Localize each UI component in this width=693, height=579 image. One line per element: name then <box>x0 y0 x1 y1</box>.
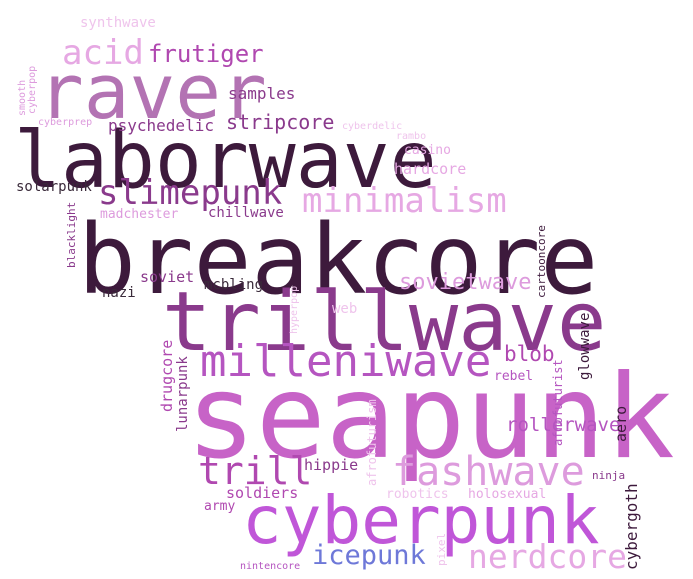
word-army: army <box>204 499 236 514</box>
word-cartooncore: cartooncore <box>535 225 548 298</box>
word-holosexual: holosexual <box>468 487 547 502</box>
word-cyberprep: cyberprep <box>38 117 93 128</box>
word-trillwave: trillwave <box>162 275 607 370</box>
word-casino: casino <box>404 143 451 158</box>
word-nazi: nazi <box>102 285 136 301</box>
word-glowwave: glowwave <box>577 312 593 380</box>
word-samples: samples <box>228 84 296 103</box>
word-minimalism: minimalism <box>302 181 507 221</box>
word-lunarpunk: lunarpunk <box>175 356 191 432</box>
word-sovietwave: sovietwave <box>399 270 532 295</box>
word-cyberpop: cyberpop <box>27 65 38 114</box>
word-cyberdelic: cyberdelic <box>342 121 403 132</box>
word-rebel: rebel <box>494 369 534 384</box>
word-hippie: hippie <box>304 456 359 474</box>
word-afrofuturist: afrofuturist <box>551 359 565 446</box>
word-acid: acid <box>62 33 144 73</box>
word-blacklight: blacklight <box>65 201 78 268</box>
word-rambo: rambo <box>396 131 427 142</box>
word-chillwave: chillwave <box>208 205 284 221</box>
word-seapunk: seapunk <box>186 350 675 485</box>
word-nintencore: nintencore <box>240 561 301 572</box>
word-stripcore: stripcore <box>226 110 335 134</box>
word-synthwave: synthwave <box>80 15 156 31</box>
word-trill: trill <box>198 449 313 493</box>
word-cybergoth: cybergoth <box>622 483 641 570</box>
word-soviet: soviet <box>140 268 195 286</box>
word-milleniwave: milleniwave <box>200 336 492 387</box>
word-pixel: pixel <box>435 532 448 566</box>
word-frutiger: frutiger <box>148 40 264 68</box>
word-psychedelic: psychedelic <box>108 116 214 135</box>
word-ninja: ninja <box>592 469 626 482</box>
word-soldiers: soldiers <box>226 484 299 502</box>
word-fashwave: fashwave <box>392 449 585 495</box>
word-afrofuturism: afrofuturism <box>365 399 379 486</box>
word-breakcore: breakcore <box>78 204 599 316</box>
word-slimepunk: slimepunk <box>98 173 283 213</box>
word-blob: blob <box>504 342 555 366</box>
word-rollerwave: rollerwave <box>506 414 621 436</box>
word-madchester: madchester <box>100 207 179 222</box>
word-laborwave: laborwave <box>14 116 437 206</box>
word-cyberpunk: cyberpunk <box>242 482 600 559</box>
word-icepunk: icepunk <box>312 540 426 571</box>
word-raver: raver <box>38 47 267 136</box>
word-nerdcore: nerdcore <box>468 537 627 576</box>
word-solarpunk: solarpunk <box>16 179 92 195</box>
word-robotics: robotics <box>386 487 449 502</box>
word-web: web <box>332 301 358 317</box>
word-hyperpop: hyperpop <box>289 285 300 334</box>
word-aero: aero <box>612 405 630 442</box>
word-mcbling: mcbling <box>204 277 264 293</box>
word-drugcore: drugcore <box>158 339 176 412</box>
word-hardcore: hardcore <box>394 160 467 178</box>
